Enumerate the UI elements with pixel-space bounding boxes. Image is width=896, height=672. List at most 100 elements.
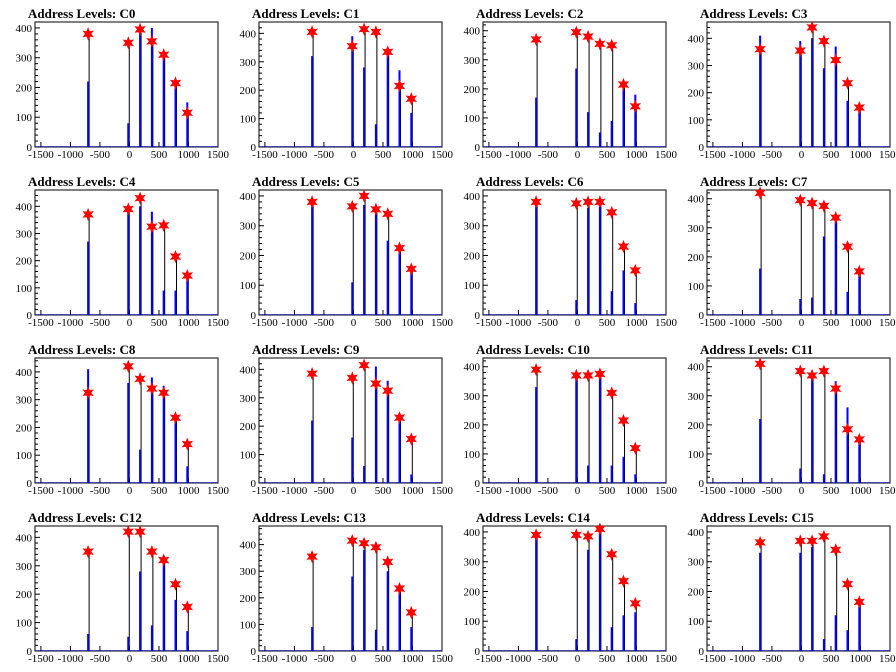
y-tick-label: 200 [240,593,257,605]
x-tick-label: -1000 [506,149,532,161]
y-tick-label: 200 [464,420,481,432]
peak-marker [818,529,830,543]
panel-title: Address Levels: C15 [700,510,814,525]
peak-marker [829,211,842,225]
y-tick-label: 100 [688,115,705,127]
peak-marker [381,384,394,398]
panel-c14: Address Levels: C14 0 100 200 300 400 -1500 -10… [464,510,678,665]
y-tick-label: 100 [464,280,481,292]
y-tick-label: 100 [464,113,481,125]
y-tick-label: 100 [16,450,33,462]
x-tick-label: -500 [762,149,783,161]
peak-marker [157,553,170,567]
x-tick-label: -1000 [730,149,756,161]
peak-marker [617,574,630,588]
peak-marker [582,195,594,209]
y-tick-label: 0 [699,142,705,154]
x-tick-label: 500 [599,485,616,497]
y-tick-label: 100 [16,618,33,630]
peak-marker [594,195,606,209]
x-tick-label: -500 [90,317,111,329]
peak-marker [169,411,182,425]
y-tick-label: 200 [464,250,481,262]
peak-marker [841,240,854,254]
peak-marker [530,195,542,209]
y-tick-label: 400 [688,527,705,539]
x-tick-label: 1500 [431,653,454,665]
y-tick-label: 0 [27,478,33,490]
peak-marker [134,525,146,539]
panel-c3: Address Levels: C3 0 100 200 300 400 -1500 -100… [688,6,896,161]
y-tick-label: 400 [240,540,257,552]
peak-marker [370,202,382,216]
panel-c8: Address Levels: C8 0 100 200 300 400 -1500 -100… [16,342,230,497]
x-tick-label: 1000 [849,149,872,161]
peak-marker [358,189,370,203]
x-tick-label: -500 [314,317,335,329]
panel-c1: Address Levels: C1 0 100 200 300 400 -1500 -100… [240,6,454,161]
x-tick-label: 0 [799,653,805,665]
x-tick-label: -1000 [282,653,308,665]
x-tick-label: 500 [823,317,840,329]
y-tick-label: 200 [464,84,481,96]
peak-marker [617,77,630,92]
y-tick-label: 0 [475,142,481,154]
peak-marker [393,411,406,425]
panel-c5: Address Levels: C5 0 100 200 300 400 -1500 -100… [240,174,454,329]
y-tick-label: 300 [464,391,481,403]
peak-marker [381,555,394,569]
x-tick-label: 1500 [431,485,454,497]
y-tick-label: 200 [16,589,33,601]
peak-marker [794,364,806,378]
y-tick-label: 300 [16,228,33,240]
panel-c15: Address Levels: C15 0 100 200 300 400 -1500 -10… [688,510,896,665]
peak-marker [818,364,830,378]
peak-marker [754,186,766,200]
x-tick-label: 500 [151,653,168,665]
x-tick-label: 0 [127,485,133,497]
peak-marker [605,547,618,561]
peak-marker [829,543,842,557]
x-tick-label: 1000 [401,317,424,329]
peak-marker [794,534,806,548]
panel-title: Address Levels: C13 [252,510,366,525]
y-tick-label: 400 [464,362,481,374]
peak-marker [306,195,318,209]
peak-marker [853,595,866,609]
x-tick-label: 1500 [655,485,678,497]
x-tick-label: 1500 [207,485,230,497]
y-tick-label: 200 [240,250,257,262]
x-tick-label: -1500 [28,653,54,665]
x-tick-label: -500 [538,317,559,329]
x-tick-label: -1000 [506,653,532,665]
peak-marker [806,20,818,34]
peak-marker [570,368,582,382]
x-tick-label: 500 [599,317,616,329]
peak-marker [169,76,182,90]
x-tick-label: -500 [314,149,335,161]
peak-marker [829,53,842,67]
panel-title: Address Levels: C11 [700,342,813,357]
peak-marker [818,34,830,48]
y-tick-label: 100 [464,449,481,461]
peak-marker [570,528,582,542]
plot-frame [34,189,219,316]
x-tick-label: -1000 [282,485,308,497]
x-tick-label: 500 [375,653,392,665]
peak-marker [754,357,766,371]
peak-marker [82,545,94,559]
x-tick-label: -1500 [28,317,54,329]
peak-marker [393,581,406,596]
y-tick-label: 100 [688,281,705,293]
peak-marker [122,36,134,50]
plot-frame [34,357,219,484]
y-tick-label: 400 [240,191,257,203]
y-tick-label: 0 [251,478,257,490]
y-tick-label: 0 [699,478,705,490]
panel-title: Address Levels: C0 [28,6,135,21]
y-tick-label: 400 [464,191,481,203]
x-tick-label: 1500 [655,317,678,329]
peak-marker [806,368,818,382]
peak-marker [181,269,194,283]
y-tick-label: 100 [240,450,257,462]
